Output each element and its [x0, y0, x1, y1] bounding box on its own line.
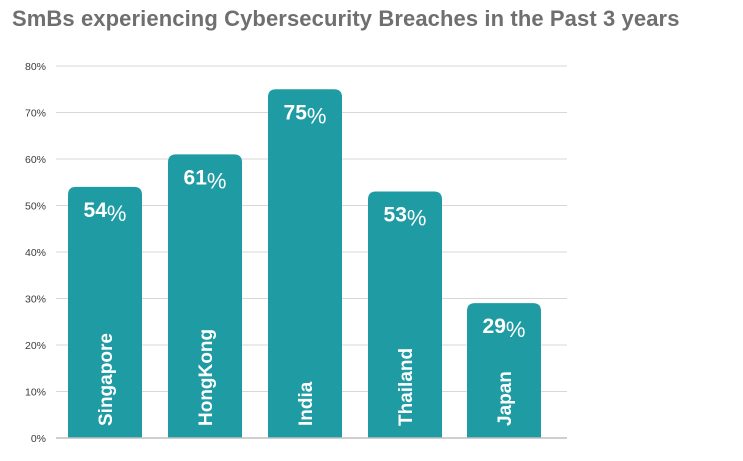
bar [467, 303, 541, 438]
bar [268, 89, 342, 438]
data-label: 54% [84, 199, 127, 226]
bar-group: 54% Singapore [68, 186, 142, 438]
y-tick-label: 0% [31, 433, 46, 445]
y-tick-label: 70% [25, 108, 46, 120]
y-tick-label: 50% [25, 201, 46, 213]
category-label: India [296, 381, 317, 426]
y-tick-label: 30% [25, 294, 46, 306]
data-label-percent: % [407, 206, 427, 231]
data-label-percent: % [207, 168, 227, 193]
y-tick-label: 10% [25, 387, 46, 399]
y-tick-label: 40% [25, 247, 46, 259]
bar-group: 61% HongKong [168, 154, 242, 438]
category-label: HongKong [196, 329, 217, 426]
y-tick-label: 80% [25, 61, 46, 73]
data-label: 75% [284, 101, 327, 128]
bar [368, 191, 442, 438]
bar [168, 154, 242, 438]
bar-group: 75% India [268, 89, 342, 438]
bar-group: 53% Thailand [368, 191, 442, 438]
category-label: Singapore [96, 333, 117, 426]
y-tick-label: 20% [25, 340, 46, 352]
data-label-value: 75 [284, 101, 308, 124]
chart-title: SmBs experiencing Cybersecurity Breaches… [12, 6, 680, 31]
y-tick-label: 60% [25, 154, 46, 166]
data-label-percent: % [107, 201, 127, 226]
category-label: Japan [495, 371, 516, 426]
category-label: Thailand [396, 348, 417, 426]
data-label-value: 61 [184, 166, 208, 189]
data-label: 53% [384, 204, 427, 231]
bar-group: 29% Japan [467, 303, 541, 438]
data-label: 29% [483, 315, 526, 342]
data-label: 61% [184, 166, 227, 193]
data-label-value: 29 [483, 315, 506, 338]
bar [68, 186, 142, 438]
data-label-value: 53 [384, 204, 407, 227]
data-label-percent: % [307, 103, 327, 128]
data-label-value: 54 [84, 199, 108, 222]
data-label-percent: % [506, 317, 526, 342]
